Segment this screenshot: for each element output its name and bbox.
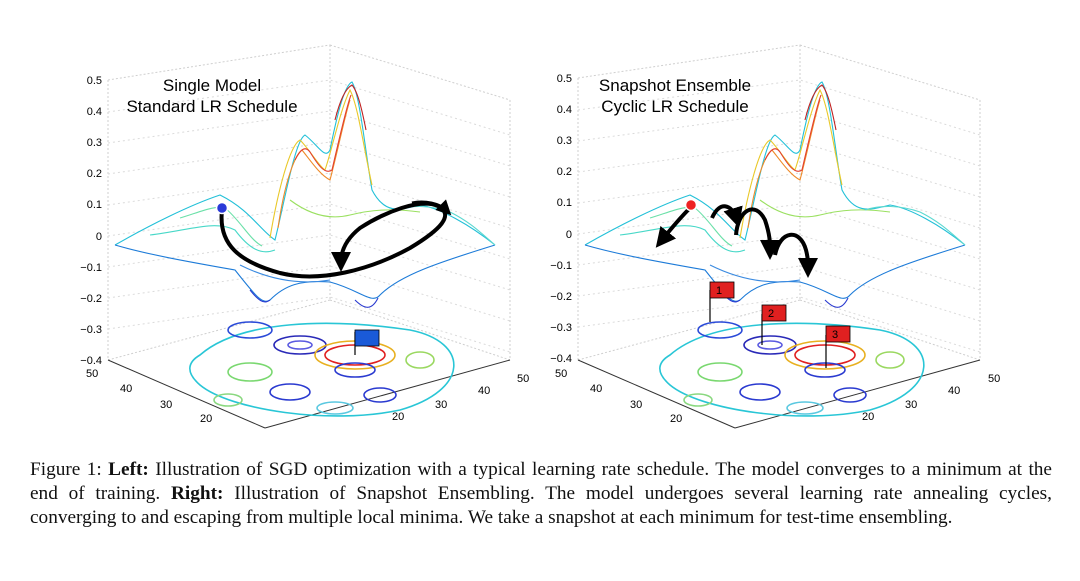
- floor-left: [107, 359, 511, 429]
- z-tick-labels-left: 0.5 0.4 0.3 0.2 0.1 0 −0.1 −0.2 −0.3 −0.…: [80, 75, 102, 367]
- y-tick: 30: [160, 399, 172, 411]
- x-tick: 50: [988, 373, 1000, 385]
- panel-title-line1-left: Single Model: [163, 76, 261, 95]
- axes-frame-right: [577, 44, 981, 361]
- y-tick-labels-right: 50 40 30 20: [555, 368, 682, 425]
- y-tick: 50: [86, 368, 98, 380]
- x-tick: 20: [862, 411, 874, 423]
- z-tick: 0.3: [557, 135, 572, 147]
- flag-label-1: 1: [716, 285, 722, 297]
- figure-1: 0.5 0.4 0.3 0.2 0.1 0 −0.1 −0.2 −0.3 −0.…: [80, 44, 1000, 429]
- y-tick-labels-left: 50 40 30 20: [86, 368, 212, 425]
- panel-title-line2-left: Standard LR Schedule: [126, 97, 297, 116]
- z-tick: −0.4: [80, 355, 102, 367]
- z-tick: 0.4: [87, 106, 102, 118]
- x-tick: 40: [948, 385, 960, 397]
- contour-plot-right: [659, 321, 925, 417]
- contour-plot-left: [189, 321, 455, 417]
- z-tick: −0.2: [80, 293, 102, 305]
- z-tick: −0.3: [80, 324, 102, 336]
- z-tick: 0.2: [87, 168, 102, 180]
- snapshot-flag-2: 2: [761, 304, 787, 345]
- z-tick: 0.4: [557, 104, 572, 116]
- panel-left: 0.5 0.4 0.3 0.2 0.1 0 −0.1 −0.2 −0.3 −0.…: [80, 44, 529, 429]
- z-tick-labels-right: 0.5 0.4 0.3 0.2 0.1 0 −0.1 −0.2 −0.3 −0.…: [550, 73, 572, 365]
- z-tick: 0.1: [87, 199, 102, 211]
- x-tick: 40: [478, 385, 490, 397]
- y-tick: 50: [555, 368, 567, 380]
- z-tick: −0.4: [550, 353, 572, 365]
- caption-label: Figure 1:: [30, 459, 102, 480]
- panel-title-line1-right: Snapshot Ensemble: [599, 76, 751, 95]
- z-tick: 0.2: [557, 166, 572, 178]
- cyclic-trajectory-right: [655, 198, 818, 278]
- x-tick: 30: [435, 399, 447, 411]
- y-tick: 20: [200, 413, 212, 425]
- z-tick: −0.2: [550, 291, 572, 303]
- caption-left-label: Left:: [108, 459, 149, 480]
- flag-label-2: 2: [768, 308, 774, 320]
- z-tick: 0: [96, 231, 102, 243]
- x-tick: 20: [392, 411, 404, 423]
- caption-left-text: Illustration of SGD optimization with a …: [30, 459, 1052, 504]
- y-tick: 30: [630, 399, 642, 411]
- x-tick: 30: [905, 399, 917, 411]
- caption-right-label: Right:: [170, 483, 224, 504]
- snapshot-flag-1: 1: [709, 281, 735, 322]
- z-tick: −0.1: [80, 262, 102, 274]
- x-tick-labels-right: 50 40 30 20: [862, 373, 1000, 423]
- y-tick: 40: [590, 383, 602, 395]
- z-tick: −0.3: [550, 322, 572, 334]
- z-tick: 0.1: [557, 197, 572, 209]
- z-tick: 0.3: [87, 137, 102, 149]
- y-tick: 40: [120, 383, 132, 395]
- figure-caption: Figure 1: Left: Illustration of SGD opti…: [30, 458, 1052, 530]
- z-tick: 0.5: [87, 75, 102, 87]
- sgd-trajectory-left: [215, 199, 452, 279]
- panel-right: 0.5 0.4 0.3 0.2 0.1 0 −0.1 −0.2 −0.3 −0.…: [550, 44, 1000, 429]
- axes-frame-left: [107, 44, 511, 361]
- z-tick: −0.1: [550, 260, 572, 272]
- x-tick: 50: [517, 373, 529, 385]
- snapshot-flag-3: 3: [825, 325, 851, 368]
- z-tick: 0: [566, 229, 572, 241]
- z-tick: 0.5: [557, 73, 572, 85]
- flag-label-3: 3: [832, 329, 838, 341]
- caption-right-text: Illustration of Snapshot Ensembling. The…: [30, 483, 1052, 528]
- x-tick-labels-left: 50 40 30 20: [392, 373, 529, 423]
- y-tick: 20: [670, 413, 682, 425]
- floor-right: [577, 359, 981, 429]
- panel-title-line2-right: Cyclic LR Schedule: [601, 97, 748, 116]
- snapshot-flag-left: [354, 329, 380, 355]
